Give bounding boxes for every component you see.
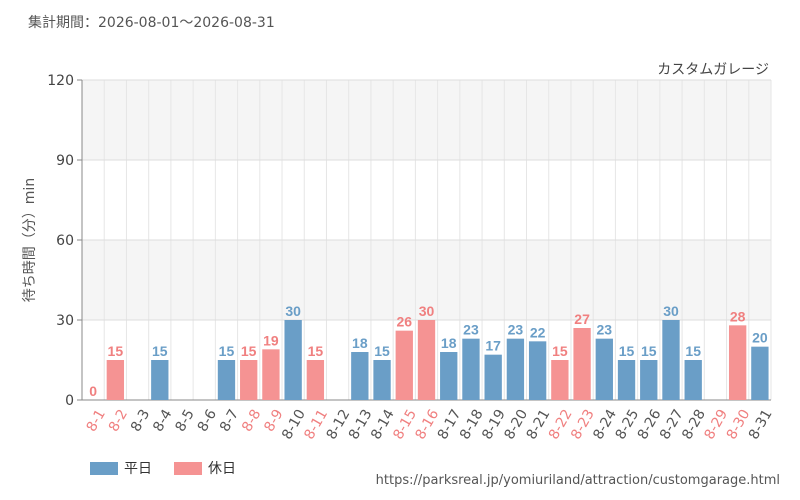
value-label-8-22: 15 bbox=[552, 343, 568, 359]
y-axis-label: 待ち時間（分）min bbox=[22, 178, 38, 302]
legend-item-holiday: 休日 bbox=[174, 458, 236, 478]
value-label-8-4: 15 bbox=[152, 343, 168, 359]
value-label-8-17: 18 bbox=[441, 335, 457, 351]
bar-8-27 bbox=[662, 320, 680, 400]
value-label-8-28: 15 bbox=[685, 343, 701, 359]
x-tick-label-8-2: 8-2 bbox=[106, 407, 131, 435]
legend-swatch-weekday bbox=[90, 461, 118, 475]
y-tick-label: 90 bbox=[56, 153, 74, 169]
value-label-8-2: 15 bbox=[108, 343, 124, 359]
bar-8-16 bbox=[417, 320, 436, 400]
source-url[interactable]: https://parksreal.jp/yomiuriland/attract… bbox=[375, 473, 780, 488]
value-label-8-14: 15 bbox=[374, 343, 390, 359]
y-tick-label: 120 bbox=[47, 73, 74, 89]
bar-8-23 bbox=[573, 328, 591, 400]
bar-8-4 bbox=[151, 360, 169, 400]
bar-8-22 bbox=[551, 360, 569, 400]
y-tick-label: 60 bbox=[56, 233, 74, 249]
bar-8-19 bbox=[484, 354, 502, 400]
value-label-8-1: 0 bbox=[89, 383, 97, 399]
value-label-8-25: 15 bbox=[619, 343, 635, 359]
legend-swatch-holiday bbox=[174, 461, 202, 475]
bar-8-13 bbox=[351, 352, 369, 400]
x-tick-label-8-1: 8-1 bbox=[84, 407, 109, 435]
x-tick-label-8-6: 8-6 bbox=[195, 407, 220, 435]
bar-8-11 bbox=[306, 360, 325, 400]
bar-8-10 bbox=[284, 320, 302, 400]
value-label-8-8: 15 bbox=[241, 343, 257, 359]
bar-8-26 bbox=[640, 360, 658, 400]
value-label-8-13: 18 bbox=[352, 335, 368, 351]
value-label-8-23: 27 bbox=[574, 311, 590, 327]
value-label-8-11: 15 bbox=[308, 343, 324, 359]
bar-8-9 bbox=[262, 349, 280, 400]
bar-8-17 bbox=[440, 352, 458, 400]
x-tick-label-8-31: 8-31 bbox=[746, 407, 776, 443]
value-label-8-9: 19 bbox=[263, 332, 279, 348]
value-label-8-30: 28 bbox=[730, 308, 746, 324]
value-label-8-24: 23 bbox=[597, 322, 613, 338]
value-label-8-16: 30 bbox=[419, 303, 435, 319]
bar-8-14 bbox=[373, 360, 391, 400]
value-label-8-19: 17 bbox=[485, 338, 501, 354]
x-tick-label-8-8: 8-8 bbox=[239, 407, 264, 435]
grid-band bbox=[82, 240, 771, 320]
bar-8-30 bbox=[728, 325, 747, 400]
bar-8-28 bbox=[684, 360, 702, 400]
legend-label-holiday: 休日 bbox=[208, 461, 236, 477]
value-label-8-18: 23 bbox=[463, 322, 479, 338]
bar-8-15 bbox=[395, 330, 413, 400]
x-tick-label-8-7: 8-7 bbox=[217, 407, 242, 435]
bar-8-2 bbox=[106, 360, 125, 400]
value-label-8-26: 15 bbox=[641, 343, 657, 359]
bar-8-21 bbox=[528, 341, 547, 400]
value-label-8-27: 30 bbox=[663, 303, 679, 319]
bar-8-18 bbox=[462, 338, 480, 400]
value-label-8-21: 22 bbox=[530, 324, 546, 340]
x-tick-label-8-4: 8-4 bbox=[150, 407, 175, 435]
bar-8-20 bbox=[506, 338, 525, 400]
bar-8-25 bbox=[617, 360, 636, 400]
value-label-8-10: 30 bbox=[285, 303, 301, 319]
value-label-8-20: 23 bbox=[508, 322, 524, 338]
x-tick-label-8-3: 8-3 bbox=[128, 407, 153, 435]
grid-band bbox=[82, 80, 771, 160]
grid-band bbox=[82, 160, 771, 240]
period-label: 集計期間：2026-08-01～2026-08-31 bbox=[28, 15, 275, 31]
legend: 平日 休日 bbox=[90, 458, 258, 478]
x-tick-label-8-5: 8-5 bbox=[172, 407, 197, 435]
bar-8-31 bbox=[751, 346, 769, 400]
chart-title: カスタムガレージ bbox=[657, 62, 769, 78]
bar-8-7 bbox=[217, 360, 236, 400]
legend-label-weekday: 平日 bbox=[124, 461, 152, 477]
legend-item-weekday: 平日 bbox=[90, 458, 152, 478]
y-tick-label: 0 bbox=[65, 393, 74, 409]
value-label-8-15: 26 bbox=[396, 314, 412, 330]
bar-8-24 bbox=[595, 338, 613, 400]
bar-8-8 bbox=[240, 360, 258, 400]
y-tick-label: 30 bbox=[56, 313, 74, 329]
value-label-8-7: 15 bbox=[219, 343, 235, 359]
value-label-8-31: 20 bbox=[752, 330, 768, 346]
